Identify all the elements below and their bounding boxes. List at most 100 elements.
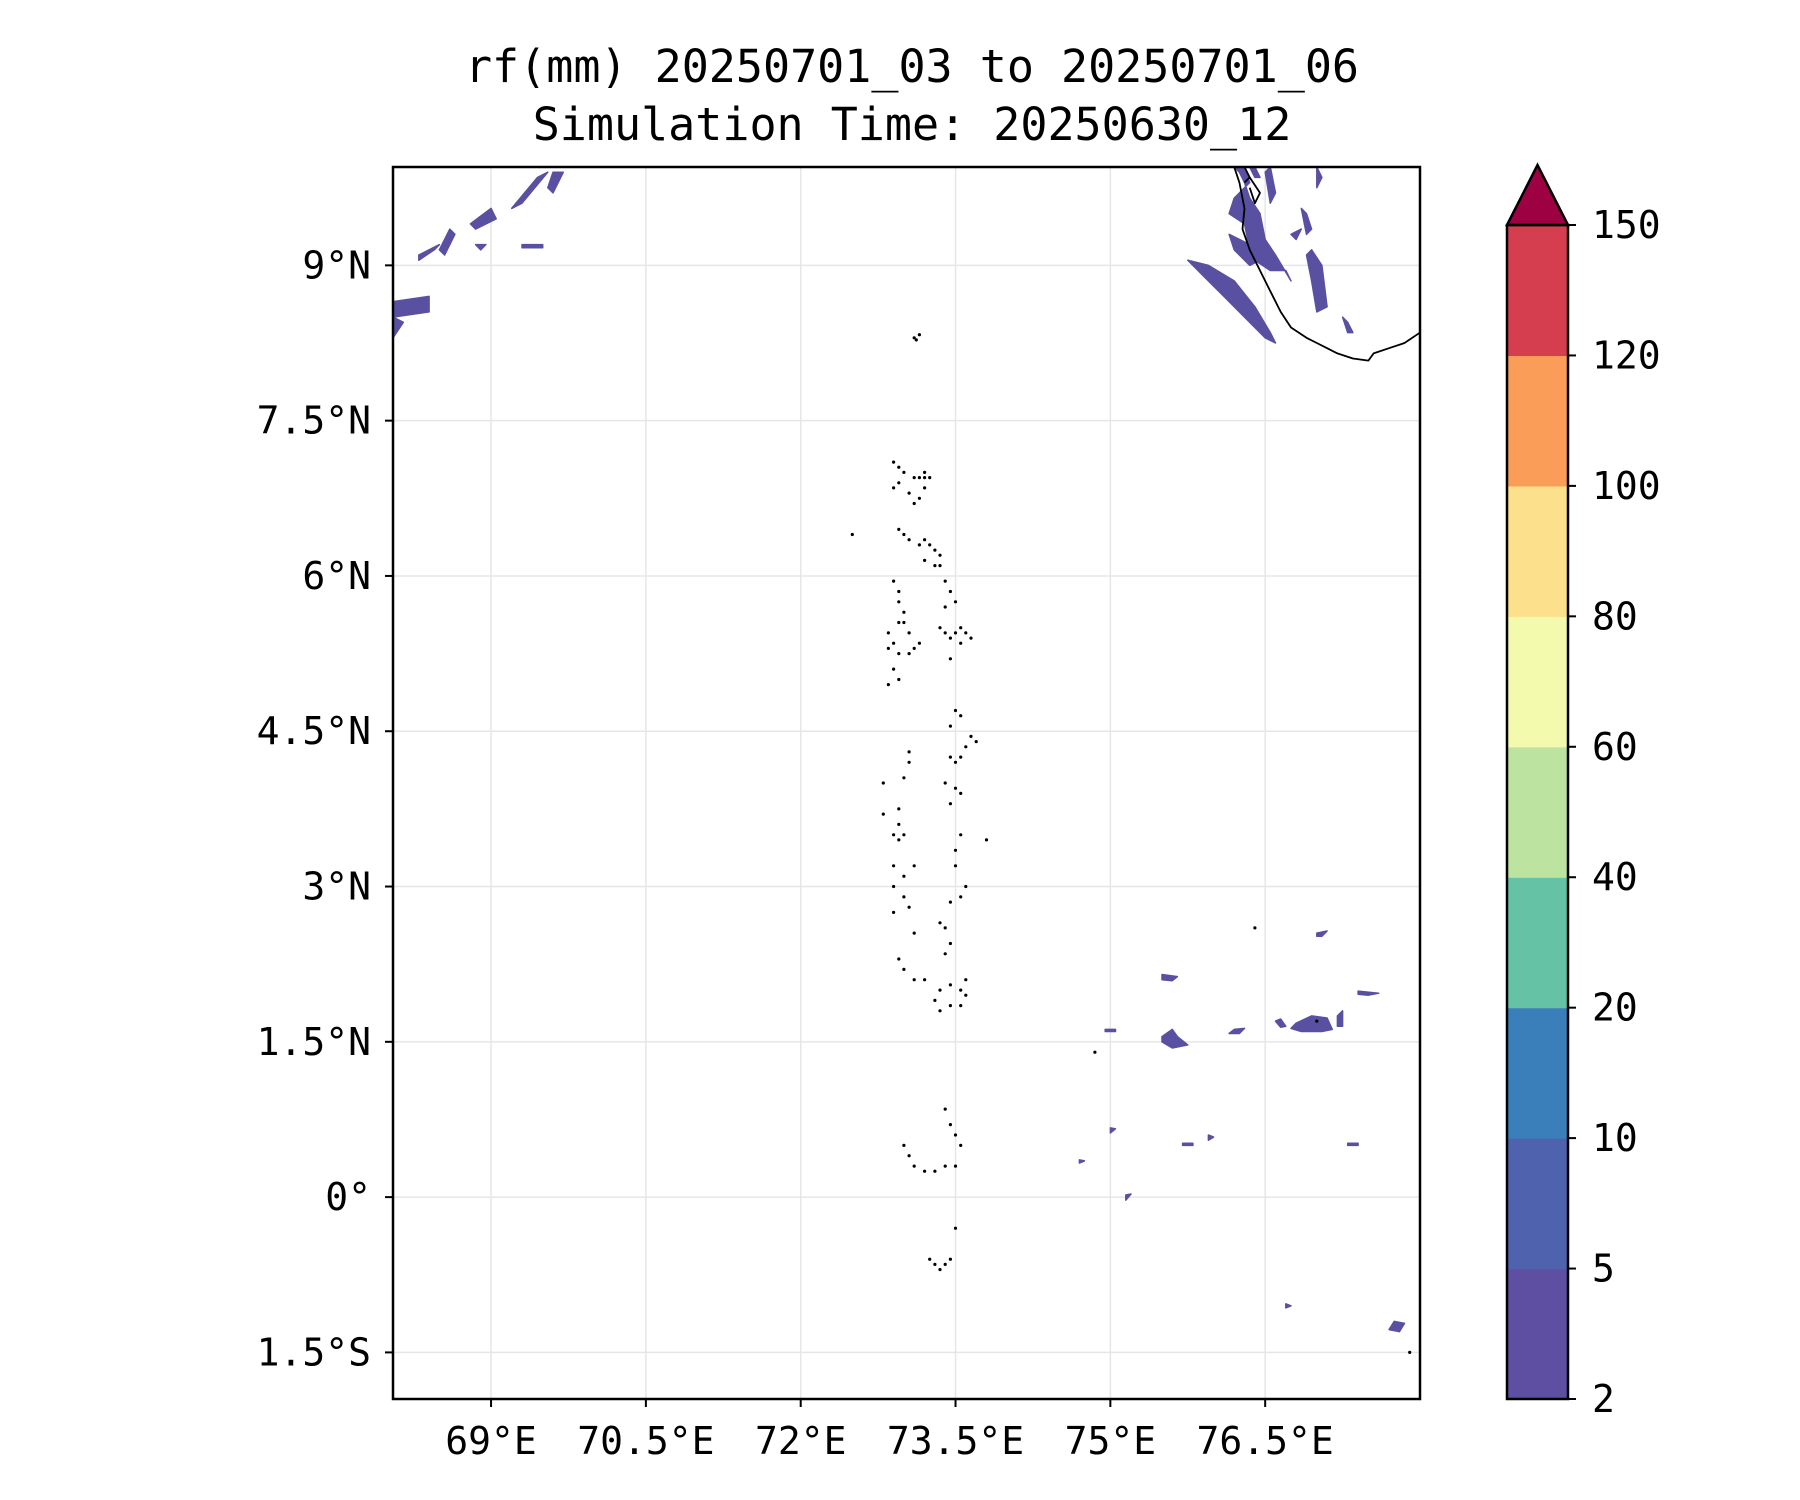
y-tick-label: 3°N <box>302 865 371 909</box>
island-point <box>953 864 958 868</box>
island-point <box>948 1123 953 1127</box>
island-point <box>892 910 896 915</box>
island-point <box>897 957 901 961</box>
island-point <box>938 564 942 568</box>
island-point <box>953 1164 958 1168</box>
rain-area <box>1161 973 1179 982</box>
colorbar-tick-label: 100 <box>1592 464 1661 508</box>
colorbar-tick-label: 10 <box>1592 1116 1638 1160</box>
rain-area <box>474 243 487 251</box>
island-point <box>953 1226 958 1230</box>
island-point <box>912 476 916 480</box>
x-tick-label: 76.5°E <box>1197 1419 1334 1463</box>
rain-area <box>1290 1015 1334 1033</box>
island-point <box>902 610 906 614</box>
rain-area <box>1228 233 1261 267</box>
island-point <box>886 646 891 651</box>
island-point <box>953 708 958 713</box>
rain-area <box>469 207 497 230</box>
island-point <box>914 338 918 342</box>
island-point <box>897 807 901 811</box>
island-point <box>897 465 901 469</box>
island-point <box>902 833 906 837</box>
rain-area <box>1290 228 1303 241</box>
colorbar-tick-label: 20 <box>1592 986 1638 1030</box>
island-point <box>948 636 953 640</box>
colorbar-tick-label: 2 <box>1592 1377 1615 1421</box>
island-point <box>907 538 911 542</box>
y-tick-label: 1.5°S <box>257 1330 371 1374</box>
rain-area <box>393 316 405 339</box>
island-point <box>964 884 968 889</box>
island-point <box>897 600 901 604</box>
island-point <box>917 496 922 500</box>
island-point <box>897 620 901 625</box>
island-point <box>892 884 896 889</box>
rain-area <box>1228 1027 1246 1035</box>
island-point <box>964 745 968 749</box>
rain-area <box>1274 1018 1287 1029</box>
island-point <box>917 543 922 547</box>
island-point <box>892 579 896 583</box>
island-point <box>943 926 947 930</box>
rain-area <box>1181 1142 1194 1147</box>
island-point <box>948 983 953 987</box>
y-tick-label: 4.5°N <box>257 709 371 753</box>
island-point <box>897 481 901 485</box>
rain-area <box>1316 167 1323 189</box>
island-point <box>928 1257 932 1261</box>
y-tick-label: 0° <box>325 1175 371 1219</box>
island-point <box>1093 1050 1097 1054</box>
island-point <box>892 667 896 671</box>
island-point <box>943 605 947 609</box>
island-point <box>959 895 963 899</box>
island-point <box>943 579 947 583</box>
island-point <box>959 714 963 718</box>
y-axis-ticks: 9°N 7.5°N 6°N 4.5°N 3°N 1.5°N 0° 1.5°S <box>257 243 393 1374</box>
island-point <box>943 1164 947 1168</box>
island-point <box>964 993 968 997</box>
island-point <box>886 631 891 635</box>
island-point <box>943 781 947 785</box>
island-point <box>917 333 922 337</box>
x-tick-label: 72°E <box>755 1419 847 1463</box>
rain-area <box>1187 259 1277 344</box>
island-point <box>959 641 963 645</box>
island-point <box>933 1262 937 1266</box>
rain-area <box>547 171 565 194</box>
island-point <box>912 646 916 651</box>
island-point <box>933 1169 937 1173</box>
colorbar-bin <box>1507 225 1568 357</box>
island-point <box>928 476 932 480</box>
island-point <box>959 755 963 759</box>
rain-area <box>1125 1193 1132 1201</box>
island-point <box>1315 1019 1319 1023</box>
island-point <box>969 636 973 640</box>
island-point <box>897 589 901 594</box>
colorbar-bin <box>1507 616 1568 748</box>
island-point <box>907 905 911 909</box>
island-point <box>1253 926 1257 930</box>
colorbar-frame <box>1505 223 1570 1401</box>
island-point <box>938 988 942 992</box>
island-point <box>938 1009 942 1013</box>
island-point <box>892 864 896 868</box>
map-gridlines <box>393 167 1420 1399</box>
island-point <box>917 476 922 480</box>
coastline-segment <box>1233 167 1420 362</box>
rain-area <box>438 228 456 256</box>
island-point <box>897 527 901 532</box>
island-point <box>923 486 927 490</box>
island-point <box>953 600 958 604</box>
colorbar-bin <box>1507 485 1568 617</box>
island-point <box>959 1004 963 1008</box>
island-point <box>948 900 953 904</box>
island-point <box>892 460 896 464</box>
island-point <box>938 626 942 630</box>
island-point <box>897 652 901 656</box>
island-point <box>959 988 963 992</box>
island-point <box>948 589 953 594</box>
island-point <box>912 864 916 868</box>
colorbar-tick-label: 40 <box>1592 855 1638 899</box>
island-point <box>902 967 906 972</box>
